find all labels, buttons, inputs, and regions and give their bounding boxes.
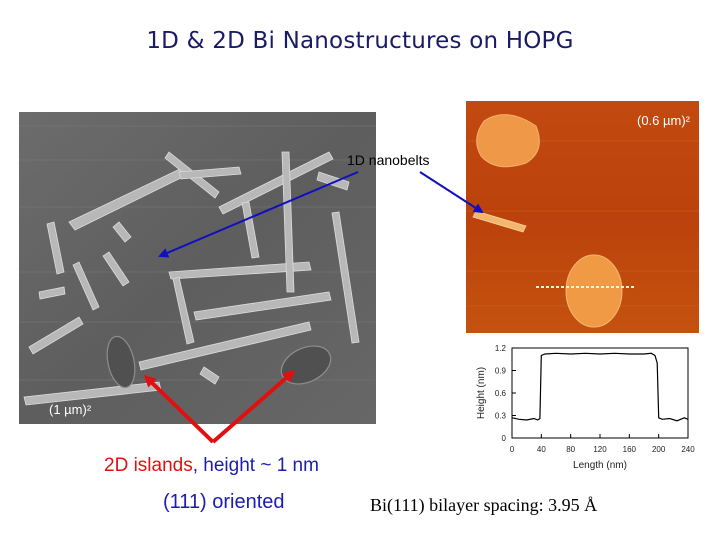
y-tick-label: 0.9 xyxy=(495,367,507,376)
x-tick-label: 120 xyxy=(593,445,607,454)
bilayer-spacing-label: Bi(111) bilayer spacing: 3.95 Å xyxy=(370,495,598,515)
nanobelts-label: 1D nanobelts xyxy=(347,152,430,168)
plot-frame xyxy=(511,347,689,439)
oriented-label: (111) oriented xyxy=(163,491,285,513)
y-tick-label: 0.3 xyxy=(495,412,507,421)
x-tick-label: 80 xyxy=(566,445,575,454)
y-tick-label: 0 xyxy=(502,434,507,443)
slide-title: 1D & 2D Bi Nanostructures on HOPG xyxy=(146,28,574,54)
islands-label-prefix: 2D islands xyxy=(104,455,193,476)
x-tick-label: 200 xyxy=(652,445,666,454)
x-axis-label: Length (nm) xyxy=(573,460,627,471)
y-tick-label: 0.6 xyxy=(495,389,507,398)
islands-label: 2D islands, height ~ 1 nm xyxy=(104,455,319,477)
y-tick-label: 1.2 xyxy=(495,344,507,353)
afm-image: (0.6 µm)² xyxy=(466,101,699,333)
x-tick-label: 240 xyxy=(681,445,695,454)
afm-scale-label: (0.6 µm)² xyxy=(637,113,691,128)
height-profile-line xyxy=(511,352,689,422)
islands-label-suffix: , height ~ 1 nm xyxy=(192,455,319,476)
height-profile-chart: 0 0.3 0.6 0.9 1.2 0 40 80 120 160 200 240 Length (nm… xyxy=(476,344,695,471)
x-tick-label: 160 xyxy=(623,445,637,454)
x-tick-label: 0 xyxy=(510,445,515,454)
sem-image: (1 µm)² xyxy=(19,112,376,424)
sem-scale-label: (1 µm)² xyxy=(49,402,92,417)
x-tick-label: 40 xyxy=(537,445,546,454)
y-axis-label: Height (nm) xyxy=(476,367,487,419)
